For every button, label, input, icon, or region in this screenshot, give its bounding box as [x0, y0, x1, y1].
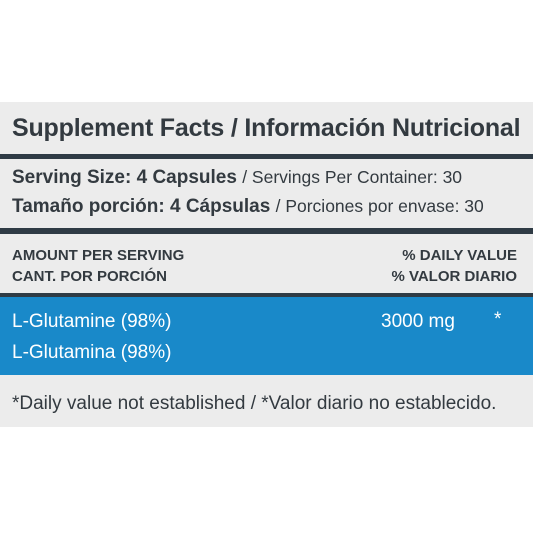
divider-thick-middle: [0, 228, 533, 234]
ingredient-name-en: L-Glutamine (98%): [12, 311, 172, 332]
daily-value-header-es: % VALOR DIARIO: [391, 268, 517, 285]
ingredient-amount: 3000 mg: [381, 311, 455, 332]
daily-value-footnote: *Daily value not established / *Valor di…: [12, 393, 497, 414]
daily-value-header-en: % DAILY VALUE: [402, 247, 517, 264]
serving-size-en-label: Serving Size: 4 Capsules: [12, 167, 237, 188]
servings-per-container-es: / Porciones por envase: 30: [275, 196, 484, 216]
amount-per-serving-header-es: CANT. POR PORCIÓN: [12, 268, 168, 285]
serving-size-en: Serving Size: 4 Capsules / Servings Per …: [12, 167, 462, 189]
ingredient-daily-value: *: [494, 309, 502, 330]
serving-size-es: Tamaño porción: 4 Cápsulas / Porciones p…: [12, 196, 484, 218]
amount-per-serving-header-en: AMOUNT PER SERVING: [12, 247, 185, 264]
servings-per-container-en: / Servings Per Container: 30: [242, 167, 463, 187]
divider-thin: [0, 293, 533, 297]
ingredient-name-es: L-Glutamina (98%): [12, 342, 172, 363]
divider-thick-top: [0, 154, 533, 159]
supplement-facts-panel: [0, 102, 533, 427]
panel-title: Supplement Facts / Información Nutricion…: [12, 114, 521, 142]
ingredient-row: L-Glutamine (98%) L-Glutamina (98%) 3000…: [0, 297, 533, 375]
serving-size-es-label: Tamaño porción: 4 Cápsulas: [12, 196, 271, 217]
